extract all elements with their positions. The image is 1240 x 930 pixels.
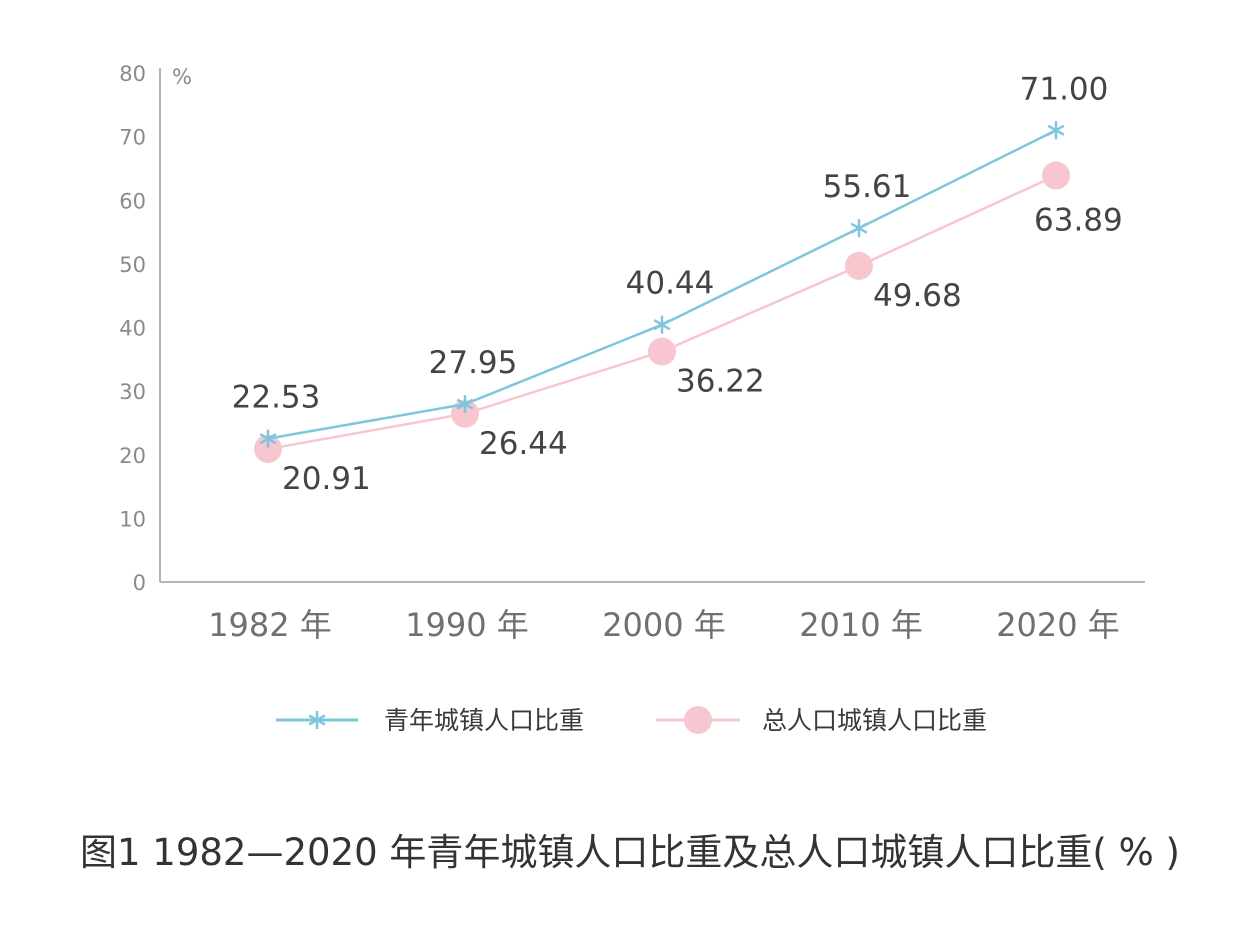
- y-tick-label: 60: [119, 189, 146, 213]
- legend-entry-label: 青年城镇人口比重: [384, 706, 584, 735]
- data-label-youth: 40.44: [626, 266, 715, 302]
- legend-marker-circle: [684, 706, 712, 734]
- data-label-youth: 22.53: [232, 380, 321, 416]
- data-label-youth: 27.95: [429, 345, 518, 381]
- x-tick-label: 1990 年: [405, 606, 529, 644]
- x-tick-label: 2020 年: [996, 606, 1120, 644]
- legend: 青年城镇人口比重 总人口城镇人口比重: [276, 706, 987, 735]
- data-point-total: [648, 337, 676, 366]
- data-labels: 22.53 27.95 40.44 55.61 71.00 20.91 26.44 36.22…: [232, 71, 1123, 497]
- x-tick-label: 2000 年: [602, 606, 726, 644]
- y-tick-labels: 0 10 20 30 40 50 60 70 80: [119, 62, 146, 595]
- x-tick-labels: 1982 年 1990 年 2000 年 2010 年 2020 年: [208, 606, 1120, 644]
- data-point-youth: [653, 315, 671, 334]
- series-layer: [254, 121, 1070, 463]
- y-tick-label: 10: [119, 507, 146, 531]
- legend-entry-label: 总人口城镇人口比重: [762, 706, 987, 735]
- data-point-youth: [1047, 121, 1065, 140]
- data-label-total: 49.68: [873, 278, 962, 314]
- data-point-total: [845, 251, 873, 280]
- data-label-youth: 71.00: [1020, 71, 1109, 107]
- data-label-youth: 55.61: [823, 169, 912, 205]
- y-tick-label: 70: [119, 126, 146, 150]
- y-tick-label: 20: [119, 444, 146, 468]
- y-tick-label: 0: [133, 571, 146, 595]
- y-tick-label: 50: [119, 253, 146, 277]
- data-point-youth: [850, 219, 868, 238]
- x-tick-label: 2010 年: [799, 606, 923, 644]
- data-label-total: 63.89: [1034, 202, 1123, 238]
- data-point-youth: [259, 429, 277, 448]
- data-point-youth: [456, 395, 474, 414]
- data-label-total: 36.22: [676, 364, 765, 400]
- axes: %: [159, 65, 1145, 583]
- data-label-total: 20.91: [282, 461, 371, 497]
- y-tick-label: 30: [119, 380, 146, 404]
- data-label-total: 26.44: [479, 426, 568, 462]
- data-point-total: [1042, 161, 1070, 190]
- y-tick-label: 40: [119, 317, 146, 341]
- y-axis-unit-label: %: [172, 65, 192, 89]
- y-tick-label: 80: [119, 62, 146, 86]
- x-tick-label: 1982 年: [208, 606, 332, 644]
- figure-caption: 图1 1982—2020 年青年城镇人口比重及总人口城镇人口比重( % ): [80, 831, 1180, 874]
- line-chart: % 0 10 20 30 40 50 60 70 80 1982 年 1990 年 2000 年 20…: [119, 62, 1145, 735]
- legend-marker-asterisk: [308, 711, 326, 729]
